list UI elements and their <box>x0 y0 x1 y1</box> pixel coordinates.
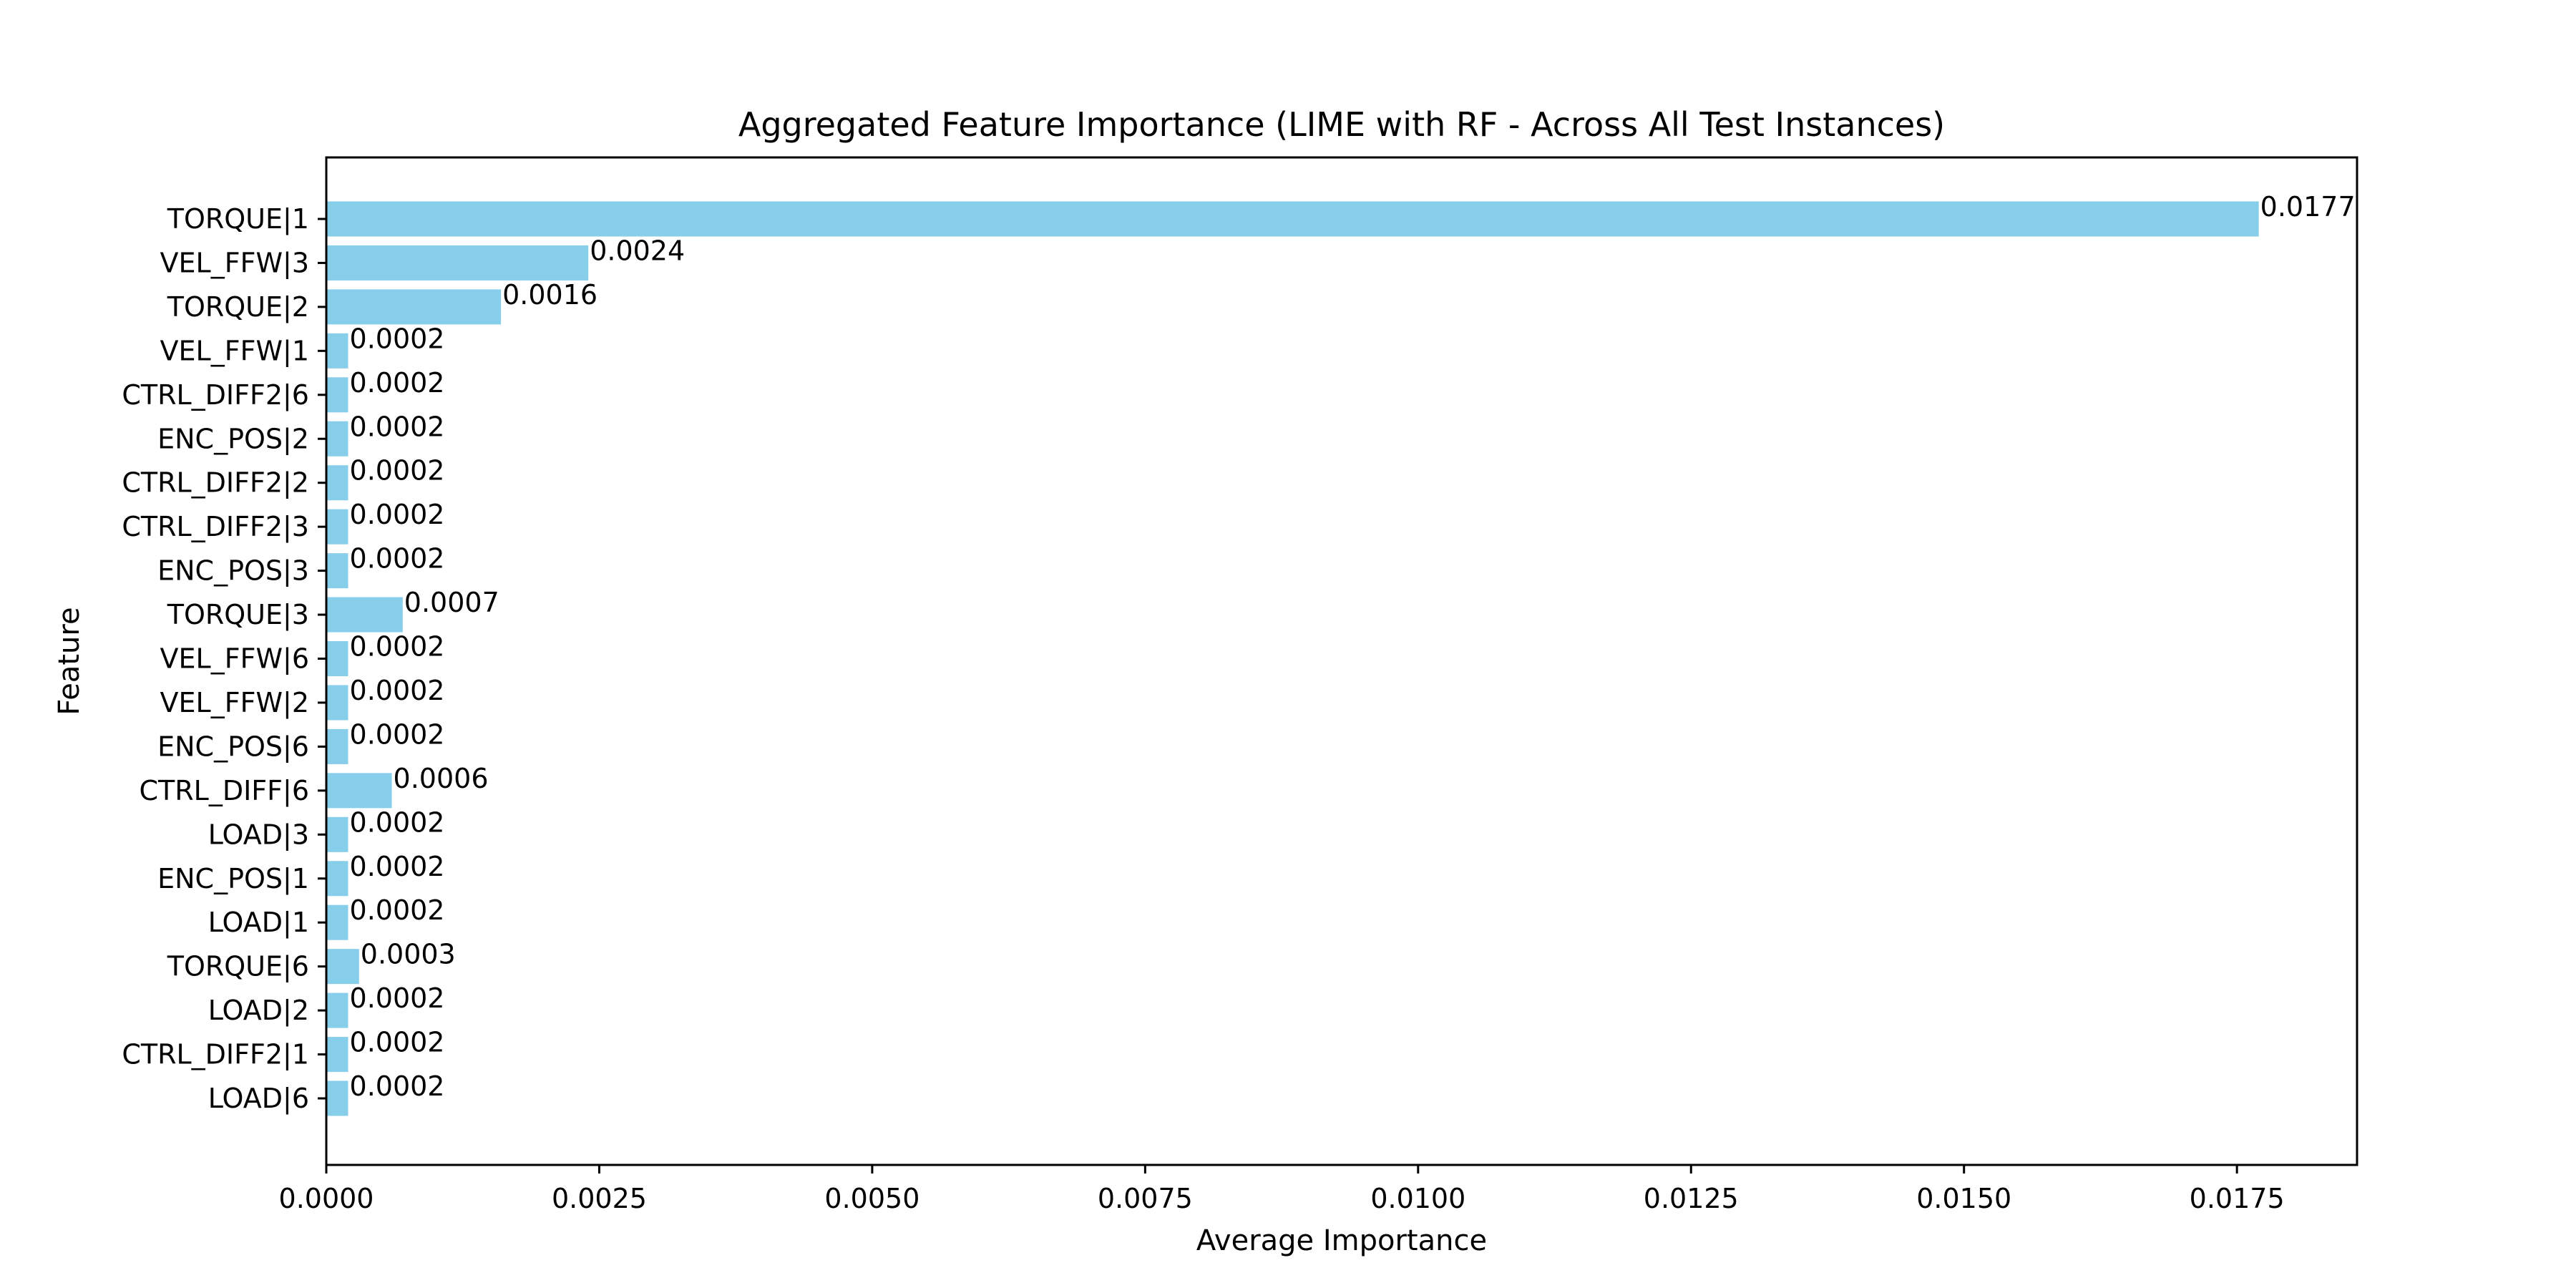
y-tick-label: ENC_POS|6 <box>157 731 309 763</box>
y-tick-label: CTRL_DIFF2|2 <box>122 467 309 499</box>
x-tick-label: 0.0075 <box>1098 1183 1193 1214</box>
bar-ctrl-diff2-2 <box>326 465 348 501</box>
x-axis-ticks: 0.0000 0.0025 0.0050 0.0075 0.0100 0.0125 0.01… <box>279 1165 2285 1214</box>
bar-torque-1 <box>326 201 2259 237</box>
y-axis-label: Feature <box>53 607 86 715</box>
data-label-torque-2: 0.0016 <box>502 279 597 311</box>
data-label-enc-pos-3: 0.0002 <box>350 543 445 575</box>
x-axis-label: Average Importance <box>1196 1224 1487 1257</box>
data-label-ctrl-diff-6: 0.0006 <box>394 763 489 794</box>
x-tick-label: 0.0025 <box>552 1183 647 1214</box>
data-label-vel-ffw-2: 0.0002 <box>350 675 445 706</box>
y-axis-ticks: TORQUE|1 VEL_FFW|3 TORQUE|2 VEL_FFW|1 CTRL_D… <box>122 203 326 1115</box>
y-tick-label: LOAD|2 <box>208 995 309 1027</box>
x-tick-label: 0.0150 <box>1916 1183 2011 1214</box>
data-label-vel-ffw-3: 0.0024 <box>590 235 685 266</box>
data-label-torque-3: 0.0007 <box>404 587 499 618</box>
x-tick-label: 0.0175 <box>2190 1183 2285 1214</box>
bar-torque-2 <box>326 289 502 325</box>
bars-layer <box>326 201 2259 1116</box>
data-label-enc-pos-2: 0.0002 <box>350 411 445 442</box>
bar-load-1 <box>326 904 348 940</box>
data-label-torque-6: 0.0003 <box>361 939 456 970</box>
y-tick-label: ENC_POS|2 <box>157 423 309 455</box>
x-tick-label: 0.0100 <box>1370 1183 1465 1214</box>
y-tick-label: CTRL_DIFF|6 <box>140 775 309 807</box>
data-labels-layer: 0.0177 0.0024 0.0016 0.0002 0.0002 0.0002 0.00… <box>350 191 2356 1102</box>
y-tick-label: LOAD|6 <box>208 1083 309 1115</box>
y-tick-label: TORQUE|6 <box>167 951 309 983</box>
bar-vel-ffw-3 <box>326 245 589 280</box>
plot-frame <box>325 156 2358 1166</box>
data-label-vel-ffw-6: 0.0002 <box>350 631 445 663</box>
chart-title: Aggregated Feature Importance (LIME with… <box>738 105 1945 144</box>
data-label-load-6: 0.0002 <box>350 1070 445 1102</box>
bar-load-2 <box>326 992 348 1028</box>
y-tick-label: ENC_POS|1 <box>157 863 309 895</box>
bar-enc-pos-2 <box>326 421 348 457</box>
bar-enc-pos-3 <box>326 553 348 589</box>
bar-torque-6 <box>326 949 359 985</box>
data-label-ctrl-diff2-6: 0.0002 <box>350 367 445 399</box>
x-tick-label: 0.0050 <box>824 1183 919 1214</box>
y-tick-label: VEL_FFW|2 <box>160 687 309 719</box>
data-label-torque-1: 0.0177 <box>2260 191 2356 223</box>
data-label-vel-ffw-1: 0.0002 <box>350 323 445 354</box>
bar-torque-3 <box>326 597 403 633</box>
bar-ctrl-diff2-3 <box>326 509 348 545</box>
y-tick-label: LOAD|1 <box>208 907 309 939</box>
bar-enc-pos-6 <box>326 728 348 764</box>
x-tick-label: 0.0125 <box>1644 1183 1739 1214</box>
bar-ctrl-diff-6 <box>326 773 392 809</box>
data-label-load-2: 0.0002 <box>350 982 445 1014</box>
bar-enc-pos-1 <box>326 861 348 897</box>
bar-ctrl-diff2-6 <box>326 377 348 413</box>
bar-vel-ffw-6 <box>326 641 348 676</box>
bar-ctrl-diff2-1 <box>326 1037 348 1073</box>
y-tick-label: VEL_FFW|3 <box>160 247 309 279</box>
y-tick-label: VEL_FFW|6 <box>160 643 309 675</box>
data-label-ctrl-diff2-2: 0.0002 <box>350 455 445 487</box>
data-label-load-1: 0.0002 <box>350 894 445 926</box>
y-tick-label: VEL_FFW|1 <box>160 335 309 367</box>
y-tick-label: LOAD|3 <box>208 819 309 851</box>
data-label-enc-pos-6: 0.0002 <box>350 718 445 750</box>
data-label-ctrl-diff2-3: 0.0002 <box>350 499 445 530</box>
data-label-ctrl-diff2-1: 0.0002 <box>350 1027 445 1058</box>
y-tick-label: CTRL_DIFF2|1 <box>122 1039 309 1071</box>
bar-load-3 <box>326 816 348 852</box>
bar-vel-ffw-1 <box>326 333 348 369</box>
data-label-enc-pos-1: 0.0002 <box>350 851 445 882</box>
data-label-load-3: 0.0002 <box>350 806 445 838</box>
x-tick-label: 0.0000 <box>279 1183 374 1214</box>
y-tick-label: TORQUE|2 <box>167 291 309 323</box>
y-tick-label: CTRL_DIFF2|6 <box>122 379 309 411</box>
y-tick-label: CTRL_DIFF2|3 <box>122 511 309 543</box>
y-tick-label: TORQUE|3 <box>167 599 309 631</box>
bar-load-6 <box>326 1080 348 1116</box>
y-tick-label: ENC_POS|3 <box>157 555 309 587</box>
y-tick-label: TORQUE|1 <box>167 203 309 235</box>
bar-vel-ffw-2 <box>326 685 348 721</box>
